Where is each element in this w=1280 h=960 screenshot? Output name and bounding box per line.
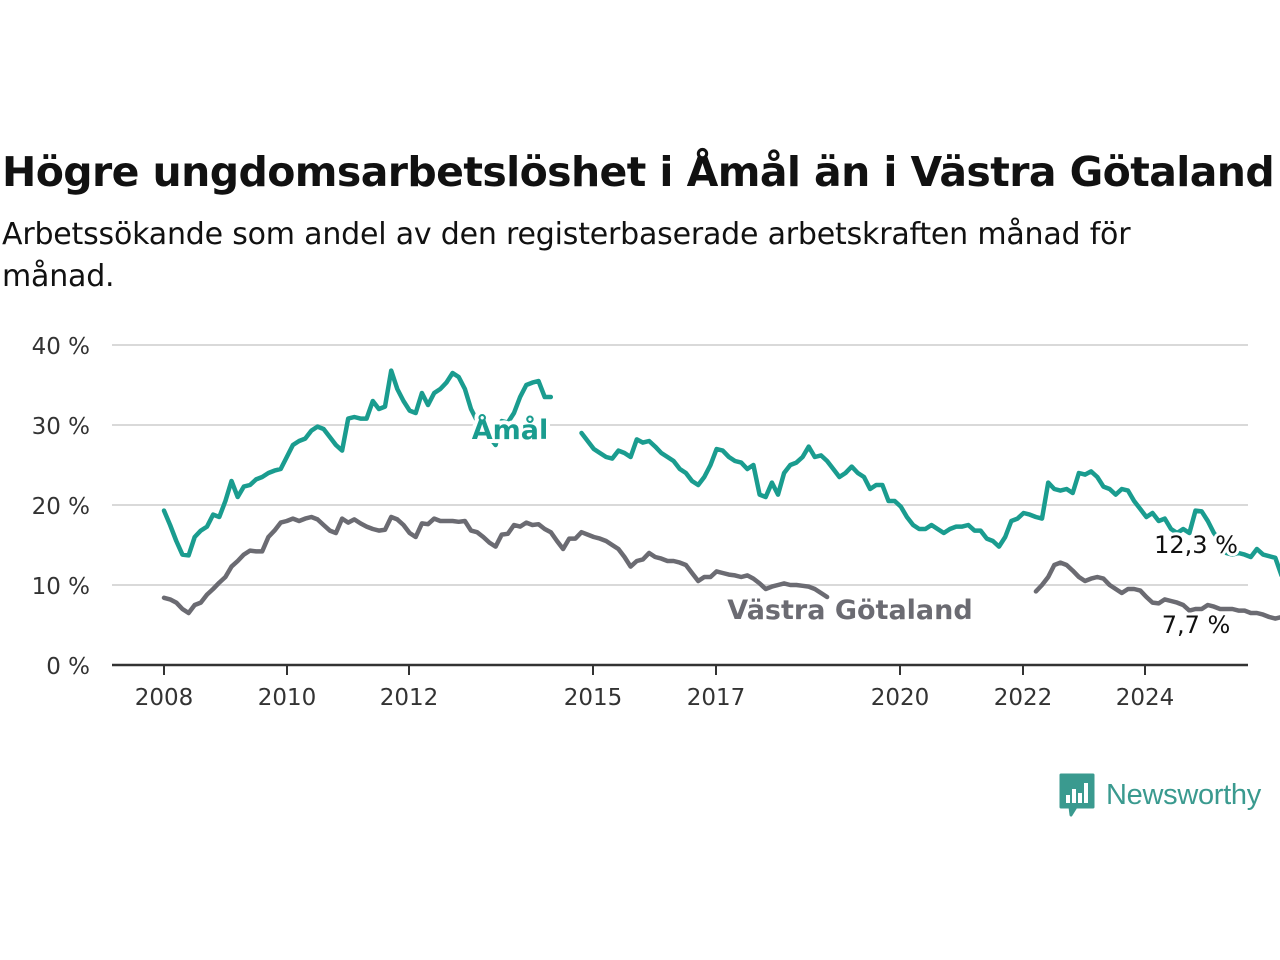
series-line-amal — [161, 368, 1280, 578]
x-tick-label: 2008 — [135, 685, 194, 711]
y-tick-label: 0 % — [46, 654, 90, 680]
x-tick-label: 2010 — [258, 685, 317, 711]
series-labels: Åmål Västra Götaland 12,3 % 7,7 % — [468, 410, 1241, 642]
y-tick-label: 20 % — [32, 494, 90, 520]
y-tick-label: 10 % — [32, 574, 90, 600]
x-tick-label: 2020 — [871, 685, 930, 711]
newsworthy-logo[interactable]: Newsworthy — [1058, 772, 1261, 818]
y-tick-label: 30 % — [32, 414, 90, 440]
series-label-vastra-gotaland: Västra Götaland — [727, 595, 972, 626]
x-tick-label: 2022 — [994, 685, 1053, 711]
chart-subtitle: Arbetssökande som andel av den registerb… — [2, 217, 1131, 294]
bar-chart-speech-bubble-icon — [1059, 773, 1095, 817]
end-label-amal: 12,3 % — [1154, 531, 1238, 559]
x-tick-label: 2015 — [564, 685, 623, 711]
series-lines — [161, 368, 1280, 621]
x-tick-label: 2012 — [380, 685, 439, 711]
brand-name: Newsworthy — [1106, 778, 1261, 811]
chart-title: Högre ungdomsarbetslöshet i Åmål än i Vä… — [2, 148, 1275, 196]
y-tick-label: 40 % — [32, 334, 90, 360]
series-label-amal: Åmål — [472, 414, 549, 446]
line-chart: 0 % 10 % 20 % 30 % 40 % 2008 2010 2012 2015 2017… — [32, 334, 1280, 711]
end-label-vastra-gotaland: 7,7 % — [1162, 611, 1231, 639]
gridlines — [112, 344, 1248, 586]
series-line-vastra-gotaland — [161, 514, 1280, 621]
x-tick-label: 2017 — [687, 685, 746, 711]
x-axis: 2008 2010 2012 2015 2017 2020 2022 2024 — [112, 663, 1248, 711]
x-tick-label: 2024 — [1116, 685, 1175, 711]
y-axis: 0 % 10 % 20 % 30 % 40 % — [32, 334, 90, 680]
